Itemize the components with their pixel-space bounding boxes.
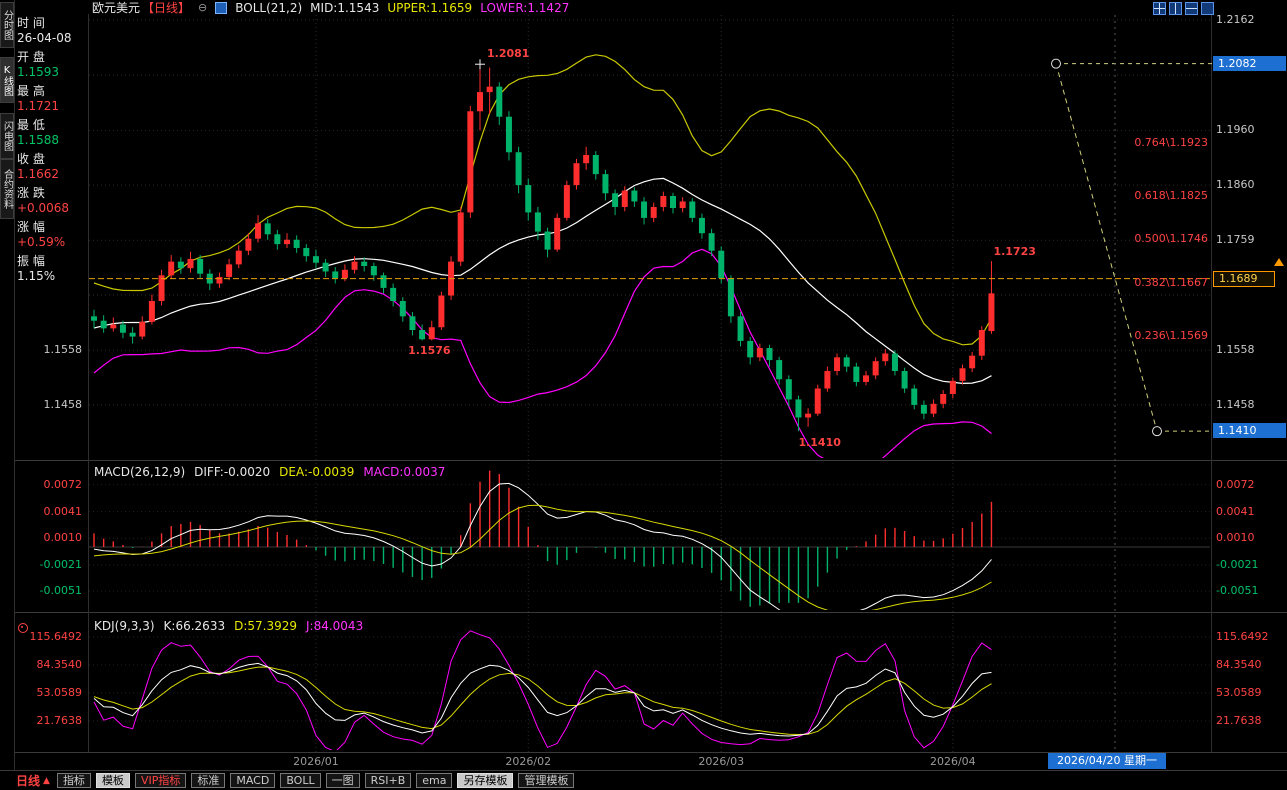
period-selector-label: 日线 — [16, 774, 41, 788]
sidebar-tab-0[interactable]: 分时图 — [0, 2, 14, 48]
toolbar-button-3[interactable]: 标准 — [191, 773, 226, 788]
toolbar-button-4[interactable]: MACD — [230, 773, 276, 788]
layout-grid-4-icon[interactable] — [1153, 2, 1166, 15]
toolbar-button-5[interactable]: BOLL — [280, 773, 321, 788]
bottom-toolbar: 日线 ▲ 指标 模板 VIP指标 标准 MACD BOLL 一图 RSI+B ema 另存模板 管理… — [16, 772, 575, 789]
candles-panel — [91, 54, 995, 458]
toolbar-button-1[interactable]: 模板 — [95, 773, 130, 788]
toolbar-button-6[interactable]: 一图 — [325, 773, 360, 788]
period-selector[interactable]: 日线 ▲ — [16, 772, 50, 789]
sidebar-tab-3[interactable]: 合约资料 — [0, 159, 14, 219]
sidebar-tab-2[interactable]: 闪电图 — [0, 113, 14, 159]
window-layout-icons — [1153, 2, 1214, 15]
toolbar-buttons: 指标 模板 VIP指标 标准 MACD BOLL 一图 RSI+B ema 另存模板 管理模板 — [56, 773, 575, 788]
toolbar-button-7[interactable]: RSI+B — [364, 773, 412, 788]
fib-handle-top — [1051, 58, 1061, 69]
layout-split-horizontal-icon[interactable] — [1185, 2, 1198, 15]
toolbar-button-9[interactable]: 另存模板 — [457, 773, 514, 788]
layout-single-icon[interactable] — [1201, 2, 1214, 15]
scroll-to-latest-icon[interactable] — [1274, 257, 1284, 266]
sidebar-tab-1[interactable]: K线图 — [0, 57, 14, 103]
toolbar-button-0[interactable]: 指标 — [56, 773, 91, 788]
layout-split-vertical-icon[interactable] — [1169, 2, 1182, 15]
macd-panel-series — [89, 470, 1210, 610]
sidebar-tabs: 分时图 K线图闪电图 合约资料 — [0, 0, 14, 790]
fib-handle-bottom — [1152, 426, 1162, 437]
kdj-panel-series — [93, 630, 992, 750]
chevron-up-icon: ▲ — [43, 775, 50, 786]
toolbar-button-8[interactable]: ema — [416, 773, 453, 788]
collapse-icon[interactable]: ⊖ — [198, 1, 208, 14]
toolbar-button-2[interactable]: VIP指标 — [134, 773, 187, 788]
toolbar-button-10[interactable]: 管理模板 — [518, 773, 575, 788]
